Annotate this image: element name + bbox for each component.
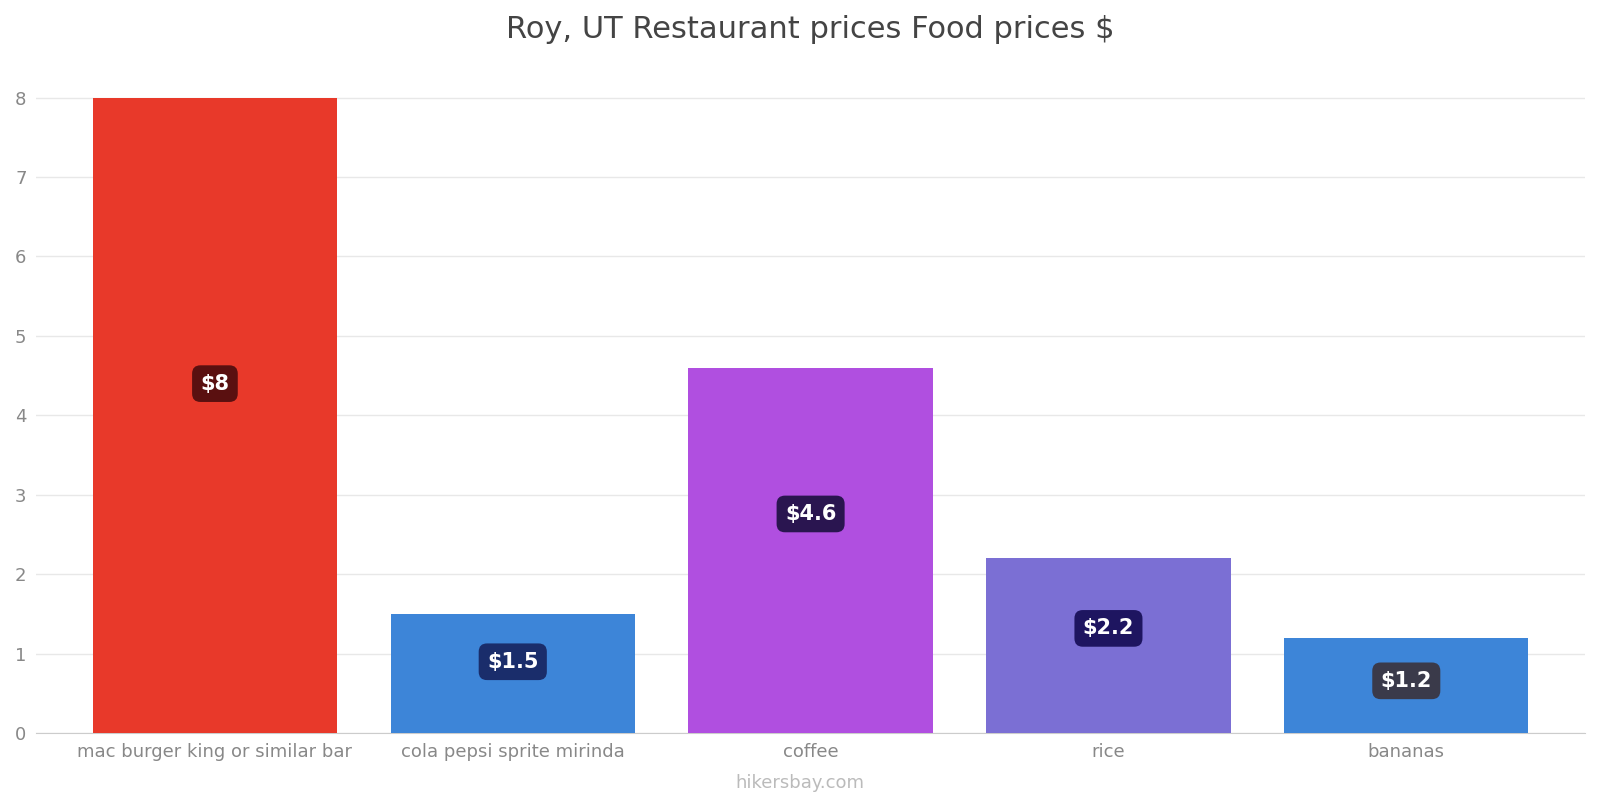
Text: $8: $8: [200, 374, 229, 394]
Bar: [986, 558, 1230, 734]
Bar: [1285, 638, 1528, 734]
Text: hikersbay.com: hikersbay.com: [736, 774, 864, 792]
Text: $2.2: $2.2: [1083, 618, 1134, 638]
Bar: [688, 368, 933, 734]
Title: Roy, UT Restaurant prices Food prices $: Roy, UT Restaurant prices Food prices $: [506, 15, 1115, 44]
Bar: [390, 614, 635, 734]
Text: $4.6: $4.6: [786, 504, 837, 524]
Bar: [93, 98, 338, 734]
Text: $1.5: $1.5: [486, 652, 539, 672]
Text: $1.2: $1.2: [1381, 671, 1432, 691]
